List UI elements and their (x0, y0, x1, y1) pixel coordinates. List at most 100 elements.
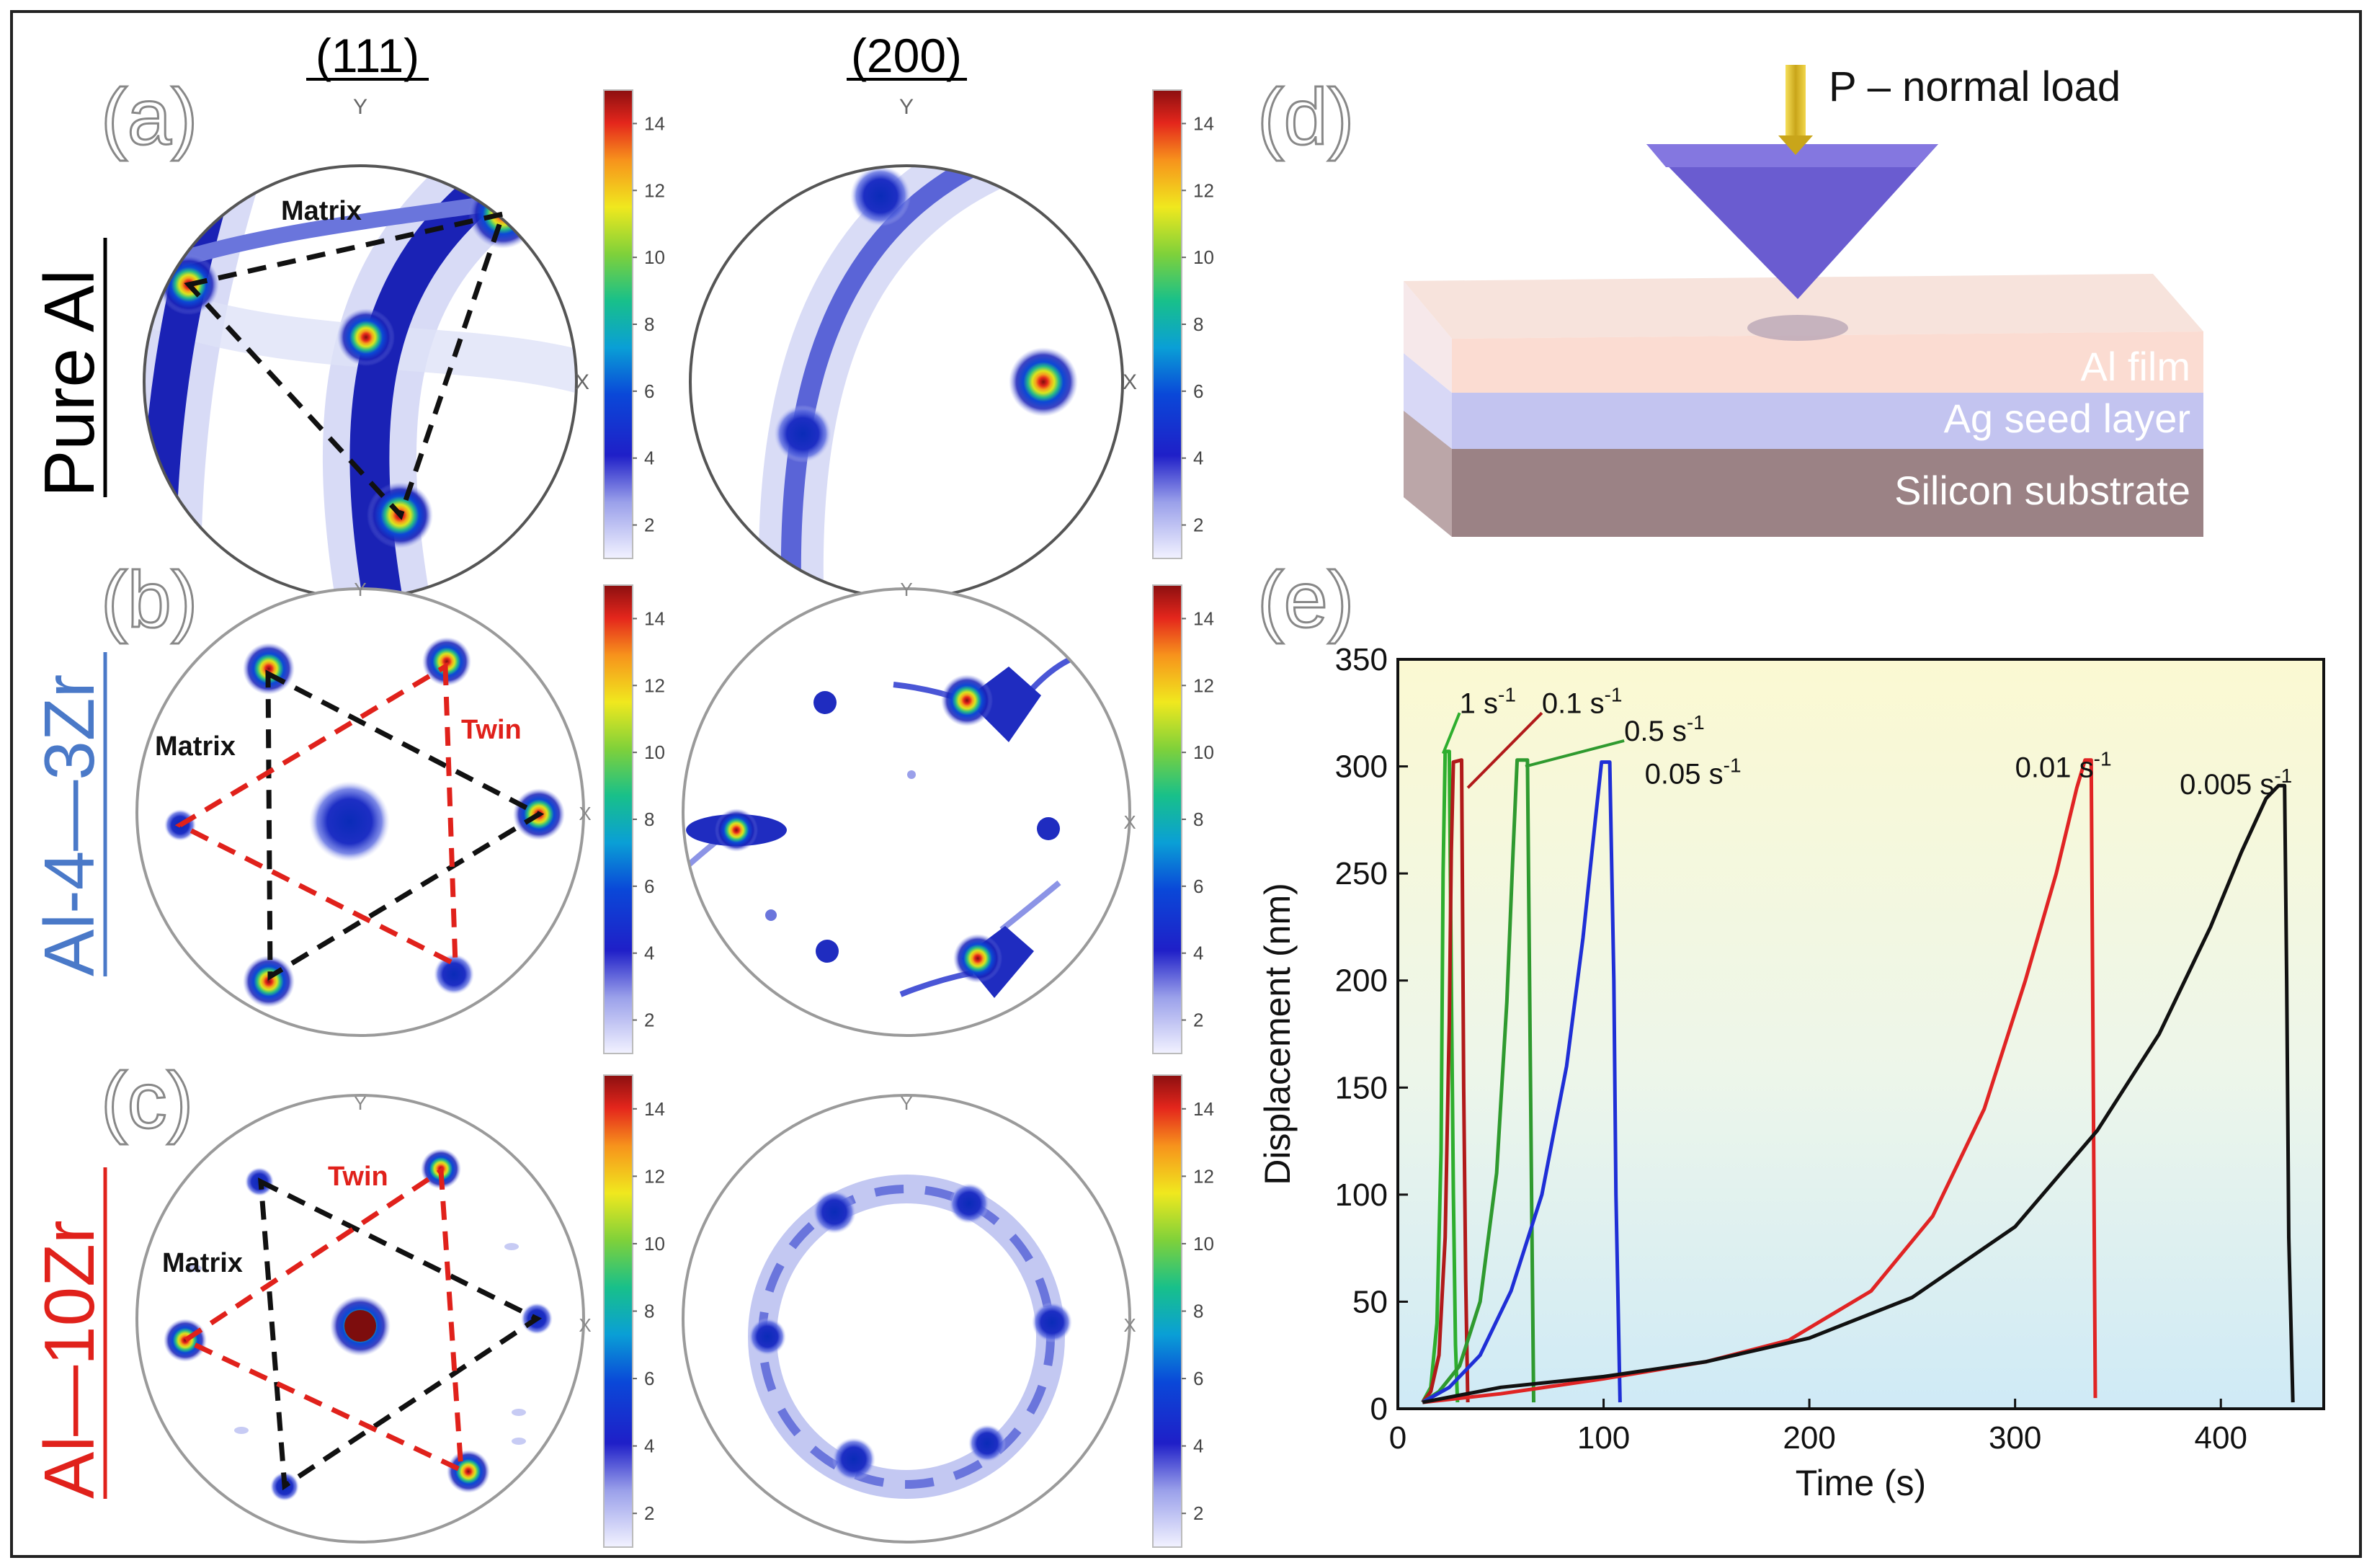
colorbar-tick-label: 12 (644, 1165, 665, 1187)
y-tick-label: 0 (1370, 1391, 1388, 1427)
axis-y-label: Y (900, 1092, 912, 1114)
colorbar-tick-label: 8 (1193, 313, 1203, 335)
column-111-label: (111) (316, 29, 419, 82)
pole-figure-b-111: Y X Matrix Twin (135, 579, 592, 1037)
colorbar-tick-label: 10 (644, 741, 665, 763)
axis-y-label: Y (354, 579, 366, 600)
panel-label-b: (b) (101, 556, 197, 644)
al-film-top (1404, 274, 2203, 339)
y-tick-label: 150 (1335, 1070, 1388, 1105)
colorbar-tick-label: 6 (644, 1368, 654, 1389)
twin-triangle (174, 662, 458, 968)
displacement-chart: 0 100 200 300 400 0 50 100 150 200 250 300 350 1 s-1 0… (1257, 642, 2325, 1503)
column-header-111: (111) (306, 29, 429, 82)
colorbar-tick-label: 12 (644, 179, 665, 201)
pole-figure-c-111: Y X Matrix Twin (135, 1092, 592, 1544)
al-film-front (1452, 331, 2203, 393)
y-tick-label: 200 (1335, 963, 1388, 999)
seed-layer-front (1452, 393, 2203, 449)
label-pointer (1466, 711, 1543, 789)
colorbar-tick-label: 14 (1193, 112, 1214, 134)
row-name-al-10zr: Al—10Zr (30, 1167, 109, 1499)
figure-frame (10, 10, 2362, 1558)
colorbar-5 (1152, 1074, 1182, 1548)
pole-figure-a-200: Y X (689, 95, 1137, 600)
x-tick-label: 0 (1389, 1420, 1406, 1456)
column-header-200: (200) (847, 29, 967, 82)
colorbar-tick-label: 12 (1193, 1165, 1214, 1187)
colorbar-tick-label: 2 (644, 1502, 654, 1524)
x-tick-label: 100 (1577, 1420, 1630, 1456)
row-name-b: Al-4—3Zr (30, 674, 109, 976)
indenter (1646, 144, 1938, 299)
colorbar-tick-label: 14 (644, 1098, 665, 1120)
series-line-0.5 (1421, 758, 1535, 1404)
axis-y-label: Y (354, 1092, 366, 1114)
indenter-top (1646, 144, 1938, 167)
al-film-left (1404, 281, 1452, 393)
axis-x-label: X (579, 1314, 591, 1336)
x-tick-label: 400 (2195, 1420, 2247, 1456)
colorbar-tick-label: 14 (1193, 607, 1214, 629)
series-label: 1 s-1 (1460, 683, 1516, 719)
matrix-annotation: Matrix (162, 1248, 243, 1278)
y-tick-label: 100 (1335, 1177, 1388, 1213)
colorbar-tick-label: 8 (644, 313, 654, 335)
axis-x-label: X (575, 370, 589, 394)
colorbar-tick-label: 12 (1193, 179, 1214, 201)
colorbar-tick-label: 2 (1193, 1010, 1203, 1031)
twin-annotation: Twin (328, 1162, 388, 1192)
load-arrow-head (1778, 135, 1813, 155)
twin-annotation: Twin (461, 715, 522, 745)
colorbar-tick-label: 10 (644, 1233, 665, 1255)
series-line-0.05 (1422, 760, 1622, 1404)
colorbar-tick-label: 6 (1193, 876, 1203, 897)
load-label: P – normal load (1829, 63, 2121, 110)
matrix-annotation: Matrix (281, 196, 362, 226)
colorbar-tick-label: 4 (1193, 1435, 1203, 1457)
x-axis-label: Time (s) (1796, 1463, 1926, 1503)
colorbar-tick-label: 12 (644, 674, 665, 696)
colorbar-tick-label: 8 (644, 808, 654, 830)
layer-label-silicon: Silicon substrate (1894, 468, 2190, 513)
axis-x-label: X (1123, 370, 1137, 394)
pole-figure-b-200: Y X (682, 579, 1136, 1037)
series-line-0.1 (1421, 758, 1470, 1404)
y-tick-label: 250 (1335, 856, 1388, 891)
colorbar-tick-label: 6 (1193, 380, 1203, 402)
colorbar-tick-label: 4 (1193, 943, 1203, 964)
series-line-0.005 (1422, 783, 2295, 1404)
colorbar-tick-label: 8 (644, 1301, 654, 1322)
colorbar-tick-label: 8 (1193, 1301, 1203, 1322)
axis-x-label: X (579, 803, 591, 824)
pole-intensity-c-200 (748, 1175, 1072, 1499)
y-tick-label: 50 (1352, 1284, 1388, 1319)
series-label: 0.5 s-1 (1624, 711, 1705, 747)
matrix-triangle (184, 210, 507, 520)
colorbar-tick-label: 8 (1193, 808, 1203, 830)
axis-y-label: Y (899, 95, 914, 119)
axis-x-label: X (1123, 811, 1136, 833)
axis-y-label: Y (353, 95, 367, 119)
colorbar-tick-label: 10 (644, 246, 665, 268)
twin-triangle (179, 1166, 464, 1474)
panel-label-c: (c) (101, 1056, 193, 1145)
pole-figure-c-200: Y X (682, 1092, 1136, 1544)
seed-layer-left (1404, 353, 1452, 449)
colorbar-tick-label: 4 (644, 1435, 654, 1457)
pole-figure-a-111: Y X Matrix (143, 95, 589, 600)
matrix-triangle (265, 669, 545, 981)
load-arrow-shaft (1785, 65, 1806, 137)
panel-label-d: (d) (1257, 73, 1354, 161)
colorbar-tick-label: 2 (1193, 514, 1203, 536)
colorbar-tick-label: 6 (644, 380, 654, 402)
matrix-annotation: Matrix (155, 731, 236, 762)
row-name-c: Al—10Zr (30, 1220, 109, 1499)
plot-frame (1396, 658, 2325, 1410)
x-tick-label: 300 (1989, 1420, 2041, 1456)
colorbar-tick-label: 4 (644, 447, 654, 469)
colorbar-tick-label: 6 (644, 876, 654, 897)
colorbar-3 (1152, 584, 1182, 1054)
substrate-left (1404, 411, 1452, 537)
colorbar-tick-label: 14 (644, 112, 665, 134)
